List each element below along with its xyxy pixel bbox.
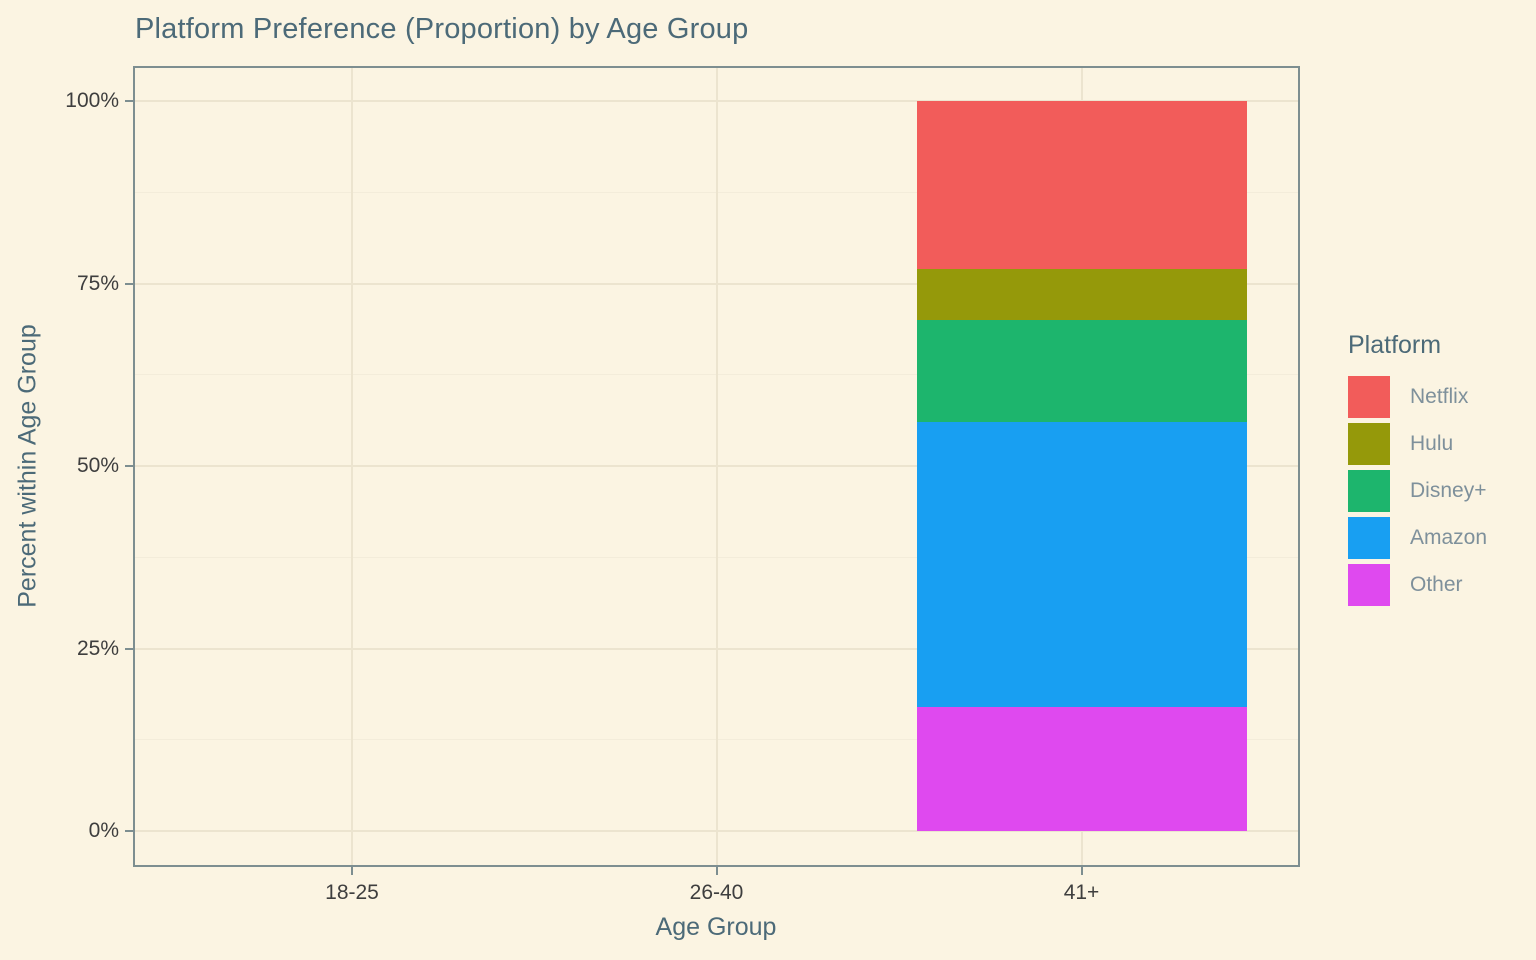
y-tick-label: 0% — [88, 819, 119, 842]
legend-item-netflix: Netflix — [1348, 376, 1487, 418]
legend-swatch-netflix — [1348, 376, 1390, 418]
y-axis-tick — [125, 647, 133, 650]
bar-segment-other — [916, 706, 1247, 831]
bar-segment-netflix — [916, 101, 1247, 269]
legend-item-amazon: Amazon — [1348, 517, 1487, 559]
y-tick-label: 75% — [76, 271, 119, 295]
bar-segment-amazon — [916, 422, 1247, 707]
chart-title: Platform Preference (Proportion) by Age … — [135, 13, 749, 45]
legend-swatch-amazon — [1348, 517, 1390, 559]
y-axis-tick — [125, 465, 133, 467]
x-axis-tick — [715, 867, 718, 875]
legend: Platform Netflix Hulu Disney+ Amazon Other — [1348, 330, 1487, 611]
legend-items: Netflix Hulu Disney+ Amazon Other — [1348, 376, 1487, 606]
legend-item-hulu: Hulu — [1348, 423, 1487, 465]
bar-segment-hulu — [916, 268, 1247, 320]
legend-swatch-disney — [1348, 470, 1390, 512]
gridline-major-vertical — [351, 66, 353, 867]
y-tick-label: 25% — [76, 636, 119, 660]
x-tick-label: 41+ — [1063, 881, 1100, 904]
legend-label: Netflix — [1410, 385, 1469, 408]
x-axis-title: Age Group — [655, 913, 777, 941]
legend-title: Platform — [1348, 331, 1442, 359]
legend-item-other: Other — [1348, 564, 1487, 606]
legend-label: Amazon — [1410, 526, 1488, 549]
y-axis-tick — [125, 100, 133, 102]
legend-swatch-other — [1348, 564, 1390, 606]
y-tick-label: 50% — [76, 454, 119, 477]
x-tick-label: 18-25 — [325, 881, 379, 904]
x-tick-label: 26-40 — [689, 881, 744, 904]
y-axis-tick — [125, 830, 133, 832]
legend-label: Disney+ — [1410, 479, 1487, 502]
y-axis-tick — [125, 282, 133, 285]
plot-panel — [133, 66, 1300, 867]
x-axis-tick — [351, 867, 353, 875]
y-tick-label: 100% — [65, 89, 119, 112]
gridline-major-vertical — [715, 66, 718, 867]
legend-item-disney: Disney+ — [1348, 470, 1487, 512]
y-axis-title: Percent within Age Group — [13, 324, 42, 608]
legend-label: Other — [1410, 573, 1463, 596]
legend-swatch-hulu — [1348, 423, 1390, 465]
x-axis-tick — [1080, 867, 1083, 875]
legend-label: Hulu — [1410, 432, 1454, 455]
bar-segment-disney — [916, 320, 1247, 423]
